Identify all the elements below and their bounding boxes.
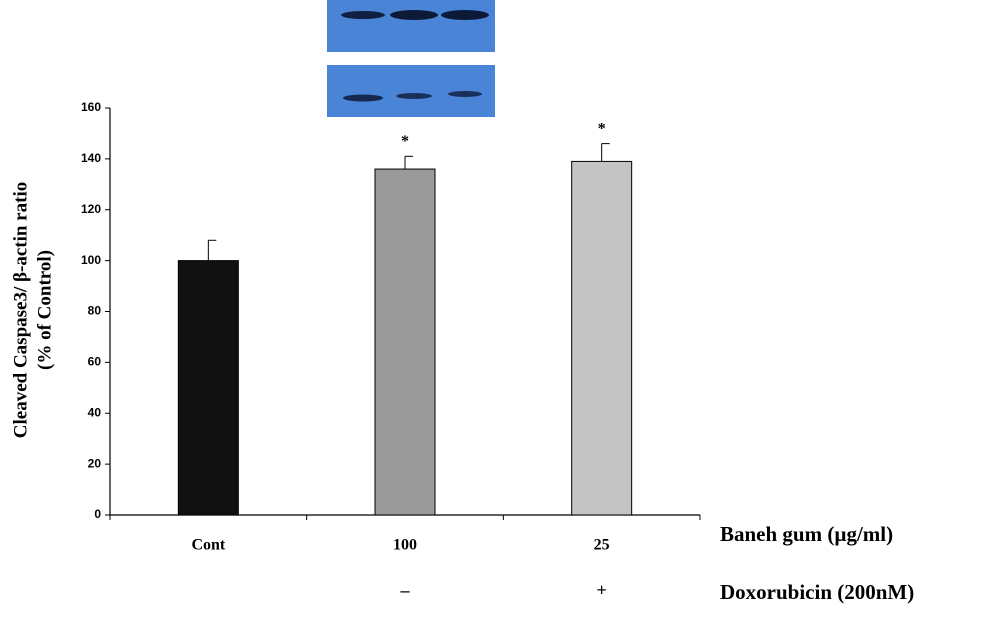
x-tick-label: 25 [594,537,610,554]
x-axis-label: Doxorubicin (200nM) [720,580,914,604]
significance-marker: * [401,133,409,150]
y-tick-label: 60 [88,355,102,369]
x-tick-label: 100 [393,537,417,554]
y-tick-label: 0 [94,507,101,521]
bar [571,160,633,516]
significance-marker: * [598,120,606,137]
x-tick-label: Cont [191,537,225,554]
y-axis-label: (% of Control) [34,250,55,370]
blot-images [327,0,495,117]
y-tick-label: 120 [81,202,101,216]
bar [177,260,239,516]
y-axis-label: Cleaved Caspase3/ β-actin ratio [10,182,31,438]
bar [374,168,436,516]
y-tick-label: 100 [81,253,101,267]
x-axis-label: Baneh gum (µg/ml) [720,522,893,546]
y-tick-label: 80 [88,304,102,318]
y-tick-label: 20 [88,456,102,470]
y-tick-label: 140 [81,151,101,165]
treatment-label: – [400,580,411,600]
treatment-label: + [597,580,607,600]
y-tick-label: 40 [88,405,102,419]
y-tick-label: 160 [81,100,101,114]
